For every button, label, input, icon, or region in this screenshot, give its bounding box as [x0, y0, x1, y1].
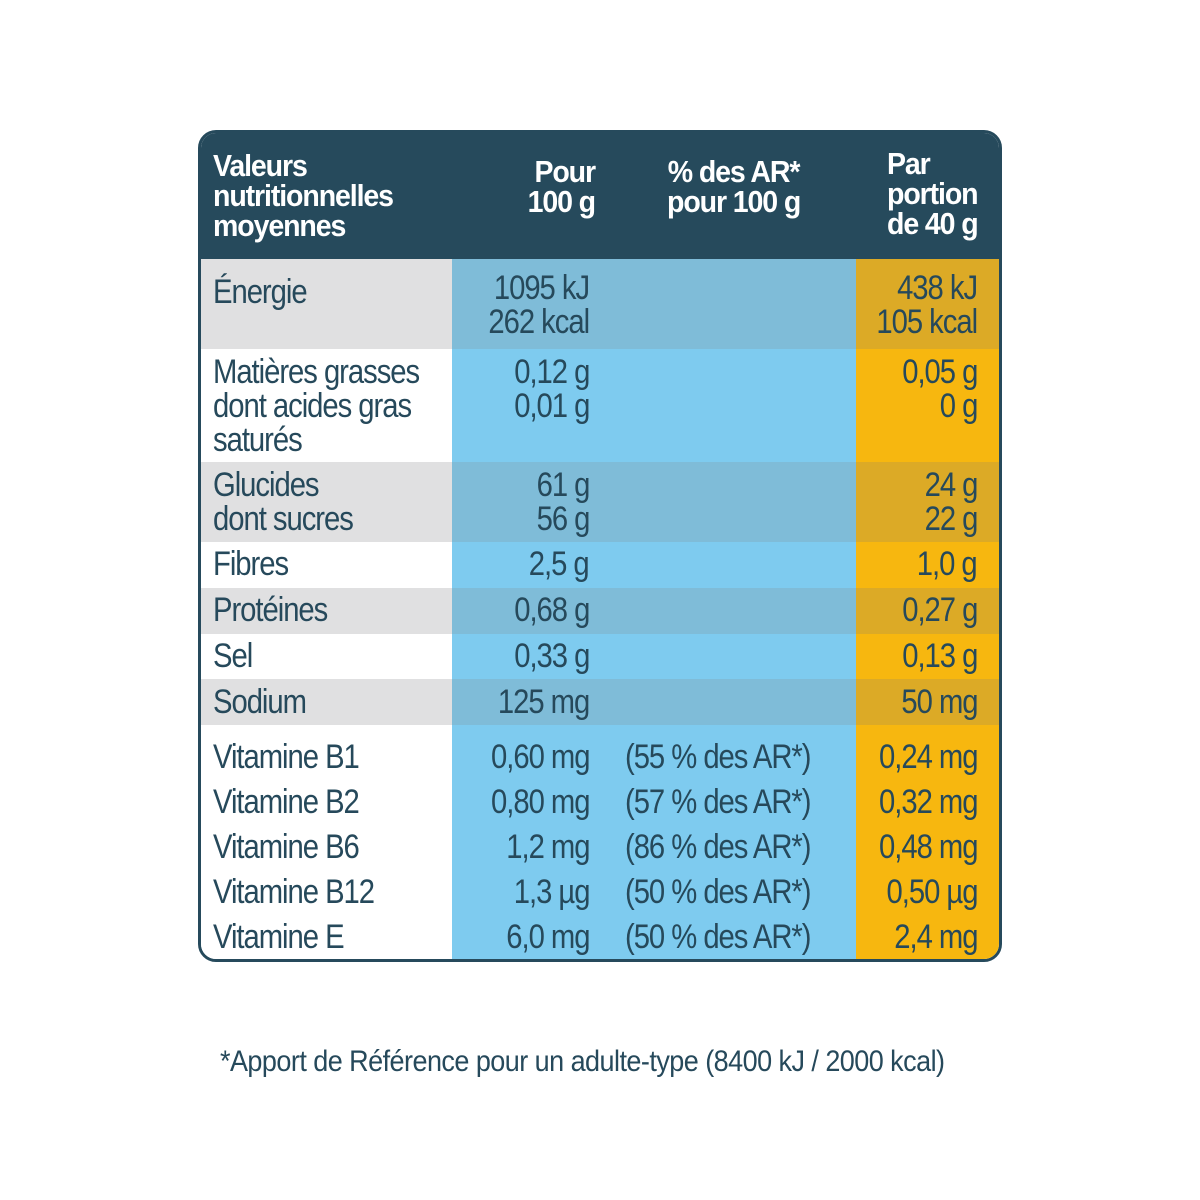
cell-percent-ar — [611, 462, 856, 542]
cell-label: Sodium — [201, 679, 452, 725]
cell-label: Matières grasses dont acides gras saturé… — [201, 349, 452, 462]
cell-per-100g: 0,68 g — [452, 588, 611, 634]
label-vitamine-b6: Vitamine B6 — [213, 828, 360, 866]
cell-per-100g: 0,60 mg 0,80 mg 1,2 mg 1,3 µg 6,0 mg — [452, 725, 611, 959]
cell-label: Vitamine B1 Vitamine B2 Vitamine B6 Vita… — [201, 725, 452, 959]
row-sel: Sel 0,33 g 0,13 g — [201, 634, 999, 679]
label-vitamine-e: Vitamine E — [213, 918, 345, 956]
nutrition-table: Valeurs nutritionnelles moyennes Pour 10… — [198, 130, 1002, 962]
cell-percent-ar — [611, 349, 856, 462]
header-percent-ar: % des AR* pour 100 g — [667, 154, 801, 219]
cell-per-100g: 1095 kJ 262 kcal — [452, 259, 611, 349]
row-sodium: Sodium 125 mg 50 mg — [201, 679, 999, 725]
label-vitamine-b1: Vitamine B1 — [213, 738, 360, 776]
cell-label: Protéines — [201, 588, 452, 634]
cell-percent-ar — [611, 542, 856, 588]
cell-label: Fibres — [201, 542, 452, 588]
cell-per-portion: 0,13 g — [856, 634, 999, 679]
header-label: Valeurs nutritionnelles moyennes — [213, 148, 394, 243]
cell-per-portion: 438 kJ 105 kcal — [856, 259, 999, 349]
row-vitamines: Vitamine B1 Vitamine B2 Vitamine B6 Vita… — [201, 725, 999, 959]
cell-percent-ar — [611, 588, 856, 634]
cell-per-portion: 24 g 22 g — [856, 462, 999, 542]
table-header: Valeurs nutritionnelles moyennes Pour 10… — [201, 133, 999, 259]
cell-per-100g: 0,12 g 0,01 g — [452, 349, 611, 462]
cell-per-portion: 50 mg — [856, 679, 999, 725]
cell-per-portion: 0,05 g 0 g — [856, 349, 999, 462]
cell-label: Énergie — [201, 259, 452, 349]
cell-label: Sel — [201, 634, 452, 679]
cell-per-portion: 0,24 mg 0,32 mg 0,48 mg 0,50 µg 2,4 mg — [856, 725, 999, 959]
cell-per-100g: 125 mg — [452, 679, 611, 725]
header-per-portion: Par portion de 40 g — [887, 146, 979, 241]
cell-per-portion: 1,0 g — [856, 542, 999, 588]
cell-percent-ar — [611, 259, 856, 349]
row-matieres-grasses: Matières grasses dont acides gras saturé… — [201, 349, 999, 462]
cell-percent-ar — [611, 679, 856, 725]
row-glucides: Glucides dont sucres 61 g 56 g 24 g 22 g — [201, 462, 999, 542]
row-energie: Énergie 1095 kJ 262 kcal 438 kJ 105 kcal — [201, 259, 999, 349]
cell-per-100g: 2,5 g — [452, 542, 611, 588]
cell-percent-ar: (55 % des AR*) (57 % des AR*) (86 % des … — [611, 725, 856, 959]
cell-per-portion: 0,27 g — [856, 588, 999, 634]
row-proteines: Protéines 0,68 g 0,27 g — [201, 588, 999, 634]
footnote: *Apport de Référence pour un adulte-type… — [220, 1045, 945, 1078]
cell-percent-ar — [611, 634, 856, 679]
cell-per-100g: 0,33 g — [452, 634, 611, 679]
label-vitamine-b12: Vitamine B12 — [213, 873, 375, 911]
header-per-100g: Pour 100 g — [527, 154, 597, 219]
cell-per-100g: 61 g 56 g — [452, 462, 611, 542]
label-vitamine-b2: Vitamine B2 — [213, 783, 360, 821]
row-fibres: Fibres 2,5 g 1,0 g — [201, 542, 999, 588]
table-body: Énergie 1095 kJ 262 kcal 438 kJ 105 kcal — [201, 259, 999, 959]
cell-label: Glucides dont sucres — [201, 462, 452, 542]
